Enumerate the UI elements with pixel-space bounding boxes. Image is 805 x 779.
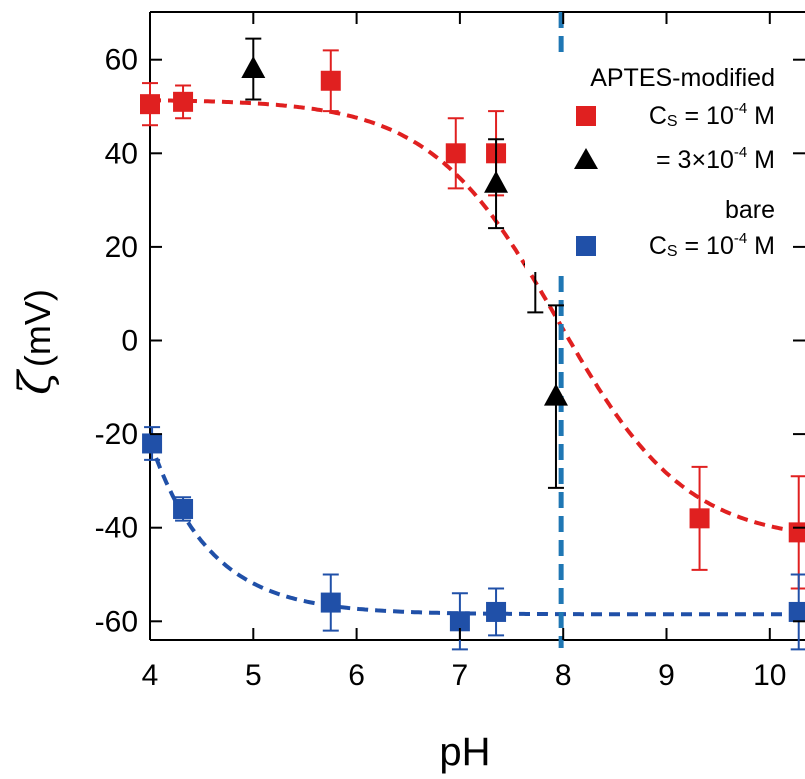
- data-point: [486, 587, 507, 637]
- y-axis-unit: (mV): [17, 289, 58, 367]
- legend-marker: [576, 236, 596, 256]
- square-marker: [788, 522, 805, 543]
- square-marker: [140, 94, 160, 115]
- data-points: [140, 37, 805, 651]
- triangle-marker: [543, 383, 568, 406]
- data-point: [320, 49, 341, 113]
- square-marker: [449, 611, 470, 632]
- y-tick-label: -40: [95, 512, 138, 545]
- x-tick-label: 10: [753, 659, 786, 692]
- fit-curves: [148, 98, 805, 617]
- data-point: [140, 82, 160, 127]
- y-axis-symbol: ζ: [10, 368, 61, 395]
- y-tick-label: -60: [95, 605, 138, 638]
- data-point: [142, 426, 163, 461]
- x-tick-label: 6: [348, 659, 365, 692]
- legend-group-bare: bare: [725, 196, 775, 224]
- legend-marker: [576, 106, 596, 126]
- y-tick-label: 40: [105, 137, 138, 170]
- data-point: [173, 84, 194, 120]
- data-point: [543, 304, 568, 489]
- x-tick-label: 5: [245, 659, 262, 692]
- x-tick-label: 8: [555, 659, 572, 692]
- square-marker: [142, 433, 163, 454]
- y-axis-title: ζ(mV): [10, 289, 61, 395]
- data-point: [241, 37, 266, 101]
- data-point: [788, 573, 805, 651]
- y-tick-label: -20: [95, 418, 138, 451]
- y-tick-label: 60: [105, 44, 138, 77]
- square-marker: [320, 592, 341, 613]
- x-axis-title: pH: [439, 730, 490, 774]
- legend-marker: [574, 148, 598, 169]
- data-point: [445, 117, 466, 190]
- square-marker: [445, 143, 466, 164]
- triangle-marker: [484, 170, 509, 193]
- data-point: [484, 138, 509, 230]
- x-tick-label: 9: [658, 659, 675, 692]
- data-point: [689, 465, 710, 571]
- square-marker: [486, 601, 507, 622]
- square-marker: [320, 70, 341, 91]
- square-marker: [689, 508, 710, 529]
- legend-group-aptes: APTES-modified: [590, 64, 775, 92]
- square-marker: [788, 601, 805, 622]
- legend-label: CS = 10-4 M: [649, 100, 775, 130]
- legend: APTES-modified bare CS = 10-4 M = 3×10-4 M…: [525, 60, 777, 272]
- data-point: [788, 475, 805, 590]
- y-tick-label: 20: [105, 231, 138, 264]
- legend-label: CS = 10-4 M: [649, 230, 775, 260]
- square-marker: [173, 91, 194, 112]
- y-tick-label: 0: [121, 325, 138, 358]
- square-marker: [173, 498, 194, 519]
- legend-label: = 3×10-4 M: [656, 144, 775, 174]
- axis-ticks: 4 5 6 7 8 9 10 60 40 20 0 -20 -40 -60: [95, 12, 805, 692]
- data-point: [449, 592, 470, 651]
- legend-background: [525, 60, 777, 272]
- triangle-marker: [241, 56, 266, 79]
- x-tick-label: 4: [142, 659, 159, 692]
- data-point: [173, 496, 194, 522]
- data-point: [320, 573, 341, 632]
- x-tick-label: 7: [452, 659, 469, 692]
- fit-curve-bare: [148, 440, 805, 617]
- fit-curve-aptes: [149, 98, 805, 535]
